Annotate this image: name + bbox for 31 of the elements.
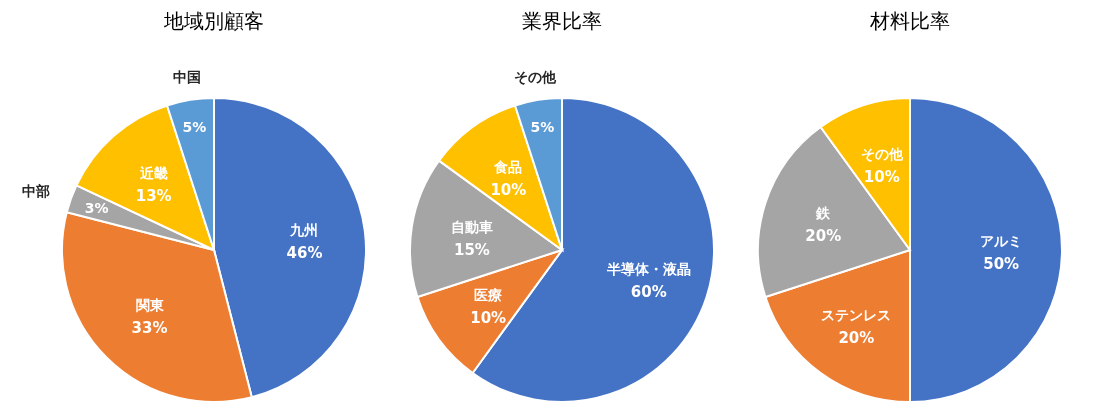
data-label: 5% [182,118,207,135]
slice-label: その他 [860,146,904,163]
data-label: 5% [530,118,555,135]
data-label: 10% [863,168,900,187]
data-label: 15% [453,240,490,259]
data-label: 20% [805,226,842,245]
data-label: 60% [630,283,667,302]
slice-label: 九州 [289,221,319,238]
data-label: 13% [135,186,172,205]
data-label: 33% [131,319,168,338]
chart-title: 材料比率 [869,9,950,33]
slice-label: その他 [513,69,557,86]
data-label: 3% [84,199,109,216]
chart-title: 業界比率 [522,9,602,33]
chart-title: 地域別顧客 [163,9,264,33]
slice-label: 食品 [493,159,523,176]
data-label: 46% [286,243,323,262]
slice-label: 中国 [172,69,201,86]
slice-label: ステンレス [821,306,892,323]
data-label: 10% [470,308,507,327]
data-label: 50% [983,255,1020,273]
data-label: 20% [838,328,875,347]
slice-label: 近畿 [138,164,168,181]
slice-label: 半導体・液晶 [605,261,691,278]
slice-label: アルミ [980,233,1023,249]
slice-label: 自動車 [450,218,493,235]
slice-label: 医療 [474,286,503,303]
data-label: 10% [490,181,527,200]
slice-label: 鉄 [815,204,832,221]
slice-label: 関東 [135,297,165,314]
slice-label: 中部 [21,182,50,199]
